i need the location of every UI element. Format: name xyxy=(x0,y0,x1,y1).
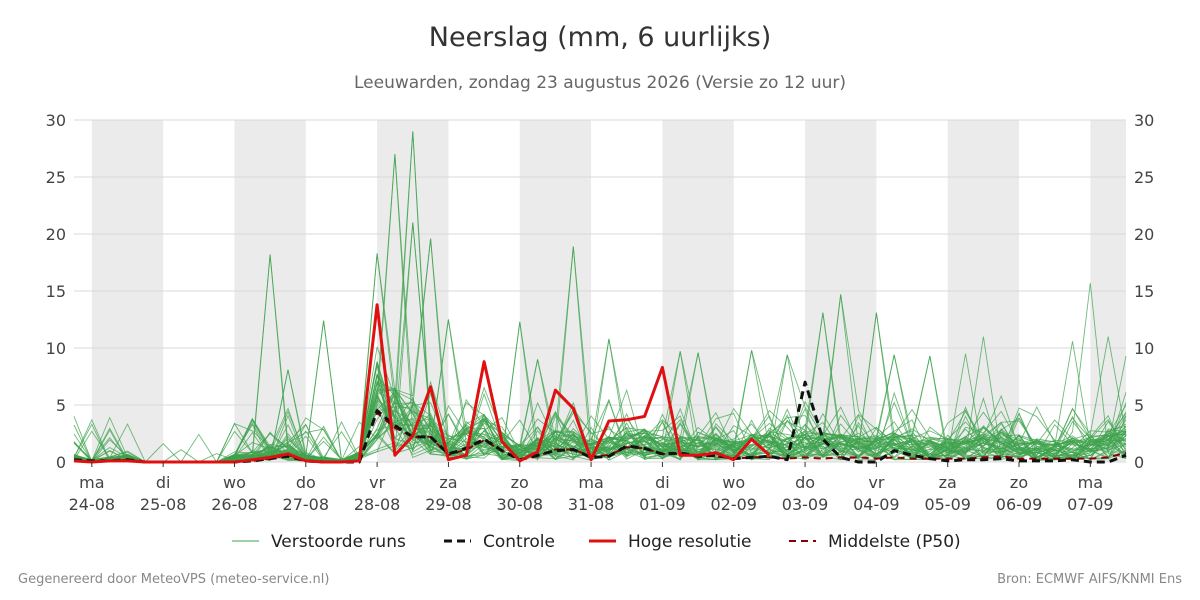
y-tick-right-25: 25 xyxy=(1134,168,1154,187)
x-tick-date-6: 30-08 xyxy=(497,495,544,514)
x-tick-date-3: 27-08 xyxy=(283,495,330,514)
legend: Verstoorde runs Controle Hoge resolutie Mid… xyxy=(232,532,961,552)
x-tick-day-9: wo xyxy=(722,473,745,492)
x-tick-date-9: 02-09 xyxy=(710,495,757,514)
x-tick-date-1: 25-08 xyxy=(140,495,187,514)
y-tick-right-0: 0 xyxy=(1134,453,1144,472)
x-tick-date-0: 24-08 xyxy=(69,495,116,514)
x-tick-date-10: 03-09 xyxy=(782,495,829,514)
footer-source: Bron: ECMWF AIFS/KNMI Ens xyxy=(997,572,1182,587)
ensemble-member-44 xyxy=(73,354,1127,463)
x-tick-date-13: 06-09 xyxy=(996,495,1043,514)
ensemble-member-42 xyxy=(73,352,1127,463)
ensemble-member-47 xyxy=(73,312,1127,463)
y-tick-left-30: 30 xyxy=(46,111,66,130)
y-tick-left-0: 0 xyxy=(56,453,66,472)
x-tick-day-10: do xyxy=(795,473,815,492)
chart-title: Neerslag (mm, 6 uurlijks) xyxy=(428,22,772,53)
x-tick-date-14: 07-09 xyxy=(1067,495,1114,514)
y-tick-left-20: 20 xyxy=(46,225,66,244)
y-tick-left-15: 15 xyxy=(46,282,66,301)
x-tick-day-2: wo xyxy=(223,473,246,492)
main-series xyxy=(73,303,1127,464)
x-tick-date-2: 26-08 xyxy=(211,495,258,514)
y-tick-left-5: 5 xyxy=(56,396,66,415)
y-tick-left-10: 10 xyxy=(46,339,66,358)
x-tick-date-8: 01-09 xyxy=(639,495,686,514)
x-tick-day-12: za xyxy=(939,473,957,492)
y-tick-right-30: 30 xyxy=(1134,111,1154,130)
x-tick-day-6: zo xyxy=(511,473,529,492)
x-tick-day-5: za xyxy=(439,473,457,492)
legend-label-2: Hoge resolutie xyxy=(628,532,752,552)
x-tick-date-5: 29-08 xyxy=(425,495,472,514)
y-axis-left: 0 5 10 15 20 25 30 xyxy=(46,111,66,472)
x-tick-date-11: 04-09 xyxy=(853,495,900,514)
legend-label-3: Middelste (P50) xyxy=(828,532,961,552)
x-tick-day-0: ma xyxy=(79,473,104,492)
x-tick-date-7: 31-08 xyxy=(568,495,615,514)
ensemble-member-43 xyxy=(73,350,1127,463)
x-tick-day-14: ma xyxy=(1078,473,1103,492)
x-tick-day-7: ma xyxy=(578,473,603,492)
chart-subtitle: Leeuwarden, zondag 23 augustus 2026 (Ver… xyxy=(354,73,846,93)
x-tick-day-4: vr xyxy=(369,473,385,492)
y-tick-left-25: 25 xyxy=(46,168,66,187)
y-tick-right-5: 5 xyxy=(1134,396,1144,415)
x-tick-day-13: zo xyxy=(1010,473,1028,492)
x-tick-day-3: do xyxy=(296,473,316,492)
y-tick-right-10: 10 xyxy=(1134,339,1154,358)
x-tick-date-12: 05-09 xyxy=(924,495,971,514)
legend-label-0: Verstoorde runs xyxy=(271,532,406,552)
x-tick-day-8: di xyxy=(655,473,670,492)
y-tick-right-20: 20 xyxy=(1134,225,1154,244)
ensemble-member-40 xyxy=(73,338,1127,463)
hires-line xyxy=(73,303,771,464)
x-tick-day-11: vr xyxy=(868,473,884,492)
y-axis-right: 0 5 10 15 20 25 30 xyxy=(1134,111,1154,472)
footer-credit: Gegenereerd door MeteoVPS (meteo-service… xyxy=(18,572,330,587)
x-axis: ma 24-08 di 25-08 wo 26-08 do 27-08 vr 28-08 za 29-… xyxy=(69,462,1114,514)
x-tick-date-4: 28-08 xyxy=(354,495,401,514)
median-line xyxy=(73,412,1127,463)
x-tick-day-1: di xyxy=(156,473,171,492)
y-tick-right-15: 15 xyxy=(1134,282,1154,301)
legend-label-1: Controle xyxy=(483,532,555,552)
